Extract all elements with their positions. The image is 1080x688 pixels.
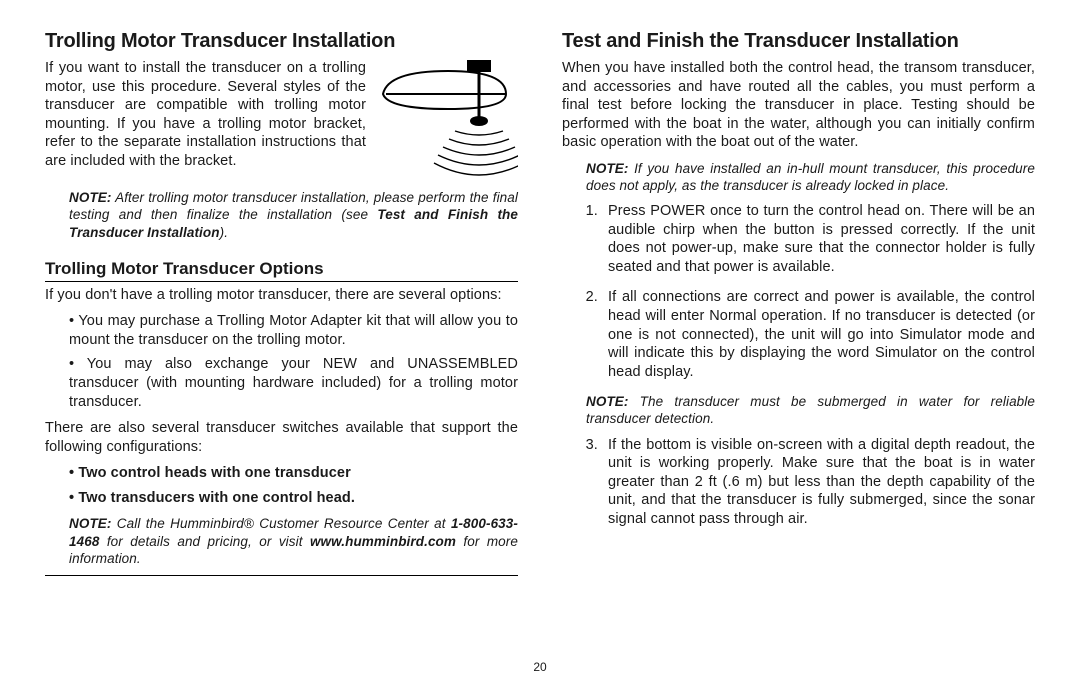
page-number: 20 bbox=[0, 660, 1080, 674]
two-column-layout: Trolling Motor Transducer Installation bbox=[45, 30, 1035, 576]
option-adapter: You may purchase a Trolling Motor Adapte… bbox=[69, 312, 518, 349]
section-end-rule bbox=[45, 575, 518, 576]
note-tail: ). bbox=[220, 225, 228, 240]
heading-test-finish: Test and Finish the Transducer Installat… bbox=[562, 30, 1035, 53]
option-exchange: You may also exchange your NEW and UNASS… bbox=[69, 355, 518, 411]
note-label: NOTE: bbox=[586, 161, 629, 176]
note-after-install: NOTE: After trolling motor transducer in… bbox=[69, 189, 518, 241]
note-url: www.humminbird.com bbox=[310, 534, 456, 549]
boat-sonar-illustration bbox=[378, 59, 518, 179]
heading-options: Trolling Motor Transducer Options bbox=[45, 259, 518, 282]
right-column: Test and Finish the Transducer Installat… bbox=[562, 30, 1035, 576]
test-intro: When you have installed both the control… bbox=[562, 59, 1035, 152]
step-2: If all connections are correct and power… bbox=[602, 288, 1035, 381]
options-intro: If you don't have a trolling motor trans… bbox=[45, 286, 518, 305]
left-column: Trolling Motor Transducer Installation bbox=[45, 30, 518, 576]
config-two-transducers: Two transducers with one control head. bbox=[69, 489, 518, 508]
heading-trolling-install: Trolling Motor Transducer Installation bbox=[45, 30, 518, 53]
switches-paragraph: There are also several transducer switch… bbox=[45, 419, 518, 456]
manual-page: Trolling Motor Transducer Installation bbox=[0, 0, 1080, 688]
config-two-heads: Two control heads with one transducer bbox=[69, 464, 518, 483]
intro-with-figure: If you want to install the transducer on… bbox=[45, 59, 518, 183]
config-list: Two control heads with one transducer Tw… bbox=[45, 464, 518, 507]
step-3: If the bottom is visible on-screen with … bbox=[602, 436, 1035, 529]
note-contact: NOTE: Call the Humminbird® Customer Reso… bbox=[69, 515, 518, 567]
step-1: Press POWER once to turn the control hea… bbox=[602, 202, 1035, 276]
note-text-a: Call the Humminbird® Customer Resource C… bbox=[112, 516, 451, 531]
note-inhull: NOTE: If you have installed an in-hull m… bbox=[586, 160, 1035, 195]
test-steps-cont: If the bottom is visible on-screen with … bbox=[562, 436, 1035, 529]
note-label: NOTE: bbox=[69, 516, 112, 531]
note-label: NOTE: bbox=[586, 394, 629, 409]
note-submerge: NOTE: The transducer must be submerged i… bbox=[586, 393, 1035, 428]
note-label: NOTE: bbox=[69, 190, 112, 205]
note-text-b: for details and pricing, or visit bbox=[99, 534, 310, 549]
options-list: You may purchase a Trolling Motor Adapte… bbox=[45, 312, 518, 411]
note-body: If you have installed an in-hull mount t… bbox=[586, 161, 1035, 193]
note-body: The transducer must be submerged in wate… bbox=[586, 394, 1035, 426]
test-steps: Press POWER once to turn the control hea… bbox=[562, 202, 1035, 381]
